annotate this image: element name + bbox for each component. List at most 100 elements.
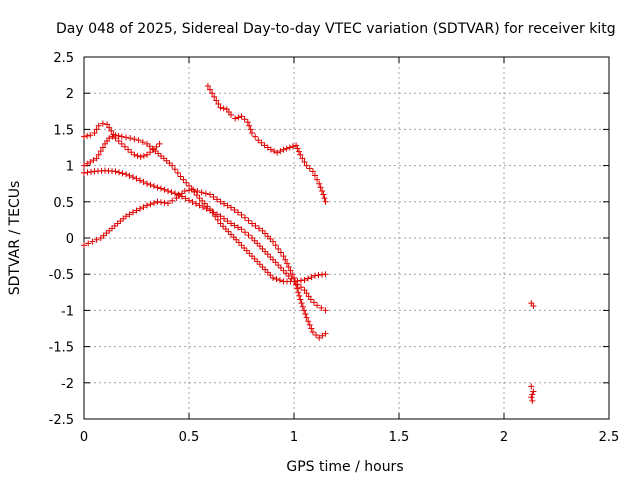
data-point xyxy=(85,240,92,247)
data-point xyxy=(123,171,129,178)
data-point xyxy=(144,180,150,187)
data-point xyxy=(93,126,100,133)
data-point xyxy=(99,144,106,151)
data-point xyxy=(133,207,140,214)
data-point xyxy=(125,146,132,153)
data-point xyxy=(214,216,221,223)
data-point xyxy=(270,274,276,281)
data-point xyxy=(284,260,290,267)
data-point xyxy=(301,158,308,165)
x-tick-label: 0.5 xyxy=(179,430,200,445)
data-point xyxy=(291,274,297,281)
data-point xyxy=(320,191,327,198)
data-point xyxy=(89,238,96,245)
data-point xyxy=(299,155,306,162)
data-point xyxy=(213,97,220,104)
data-point xyxy=(151,183,157,190)
data-point xyxy=(118,133,125,140)
data-point xyxy=(154,184,161,191)
data-point xyxy=(123,134,129,141)
y-tick-label: 2.5 xyxy=(53,51,74,66)
y-tick-label: -0.5 xyxy=(49,268,74,283)
data-point xyxy=(318,304,325,311)
data-point xyxy=(312,172,318,179)
data-point xyxy=(256,243,263,250)
data-point xyxy=(322,330,329,337)
data-point xyxy=(270,238,276,245)
data-point xyxy=(232,115,239,122)
data-point xyxy=(198,189,205,196)
data-point xyxy=(175,191,182,198)
data-point xyxy=(242,214,248,221)
data-point xyxy=(137,205,143,212)
data-point xyxy=(252,222,259,229)
data-point xyxy=(301,287,308,294)
data-point xyxy=(306,321,313,328)
data-point xyxy=(228,111,234,118)
data-point xyxy=(303,162,310,169)
data-point xyxy=(177,173,184,180)
series-trace-f xyxy=(528,300,537,404)
data-point xyxy=(272,259,279,266)
data-point xyxy=(255,137,262,144)
data-point xyxy=(271,148,278,155)
data-point xyxy=(194,187,201,194)
data-point xyxy=(277,264,284,271)
data-point xyxy=(528,394,535,401)
data-point xyxy=(303,314,310,321)
data-point xyxy=(529,397,536,404)
data-point xyxy=(188,185,195,192)
x-tick-label: 1.5 xyxy=(389,430,410,445)
data-point xyxy=(169,162,176,169)
data-point xyxy=(99,120,106,127)
data-point xyxy=(308,325,315,332)
data-point xyxy=(126,211,133,218)
data-point xyxy=(280,267,287,274)
data-point xyxy=(108,127,115,134)
data-point xyxy=(319,187,325,194)
data-point xyxy=(298,300,305,307)
x-axis-label: GPS time / hours xyxy=(286,459,403,475)
data-point xyxy=(246,250,253,257)
data-point xyxy=(245,232,252,239)
y-tick-label: 1 xyxy=(66,160,74,175)
data-point xyxy=(112,132,119,139)
data-point xyxy=(305,293,312,300)
data-point xyxy=(221,200,227,207)
x-tick-label: 0 xyxy=(80,430,88,445)
x-tick-label: 2 xyxy=(500,430,508,445)
data-point xyxy=(203,205,210,212)
data-point xyxy=(210,209,217,216)
data-point xyxy=(289,271,296,278)
data-point xyxy=(247,126,254,133)
data-point xyxy=(238,242,245,249)
data-point xyxy=(137,153,144,160)
data-point xyxy=(161,186,168,193)
data-point xyxy=(254,240,261,247)
data-point xyxy=(217,220,224,227)
data-point xyxy=(84,160,91,167)
data-point xyxy=(238,226,245,233)
data-point xyxy=(286,144,293,151)
data-point xyxy=(156,140,163,147)
data-point xyxy=(264,269,271,276)
data-point xyxy=(131,136,138,143)
y-tick-label: 0.5 xyxy=(53,196,74,211)
data-point xyxy=(258,139,265,146)
data-point xyxy=(91,130,98,137)
data-point xyxy=(215,101,222,108)
data-point xyxy=(95,122,102,129)
data-points xyxy=(81,82,537,404)
data-point xyxy=(314,302,321,309)
data-point xyxy=(220,223,227,230)
data-point xyxy=(115,137,122,144)
data-point xyxy=(293,142,300,149)
data-point xyxy=(90,157,97,164)
data-point xyxy=(217,104,224,111)
data-point xyxy=(165,200,171,207)
data-point xyxy=(221,215,227,222)
data-point xyxy=(305,275,311,282)
y-tick-label: -2.5 xyxy=(49,413,74,428)
data-point xyxy=(297,151,304,158)
data-point xyxy=(202,190,209,197)
